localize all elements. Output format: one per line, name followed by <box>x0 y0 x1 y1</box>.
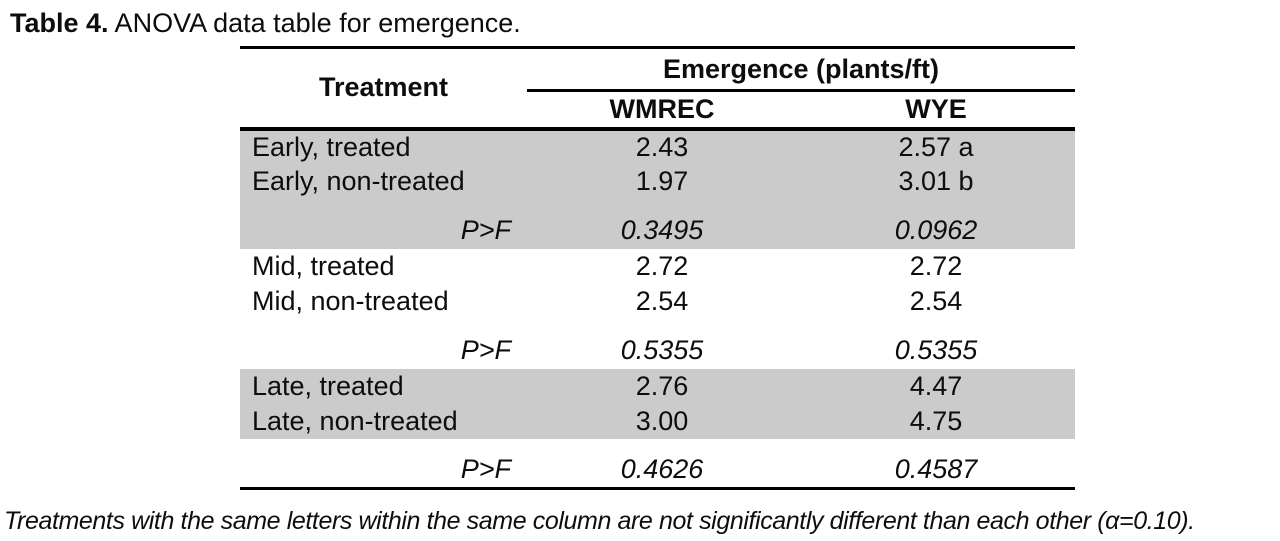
treatment-cell: Late, non-treated <box>240 403 527 439</box>
p-value-wmrec: 0.5355 <box>620 335 704 365</box>
table-caption-text: ANOVA data table for emergence. <box>108 8 521 38</box>
p-value-wye: 0.0962 <box>797 198 1075 249</box>
table-row: Late, non-treated 3.00 4.75 <box>240 403 1075 439</box>
treatment-cell: Early, treated <box>240 128 527 164</box>
wye-value: 2.54 <box>909 285 963 316</box>
p-label: P>F <box>240 198 527 249</box>
wmrec-value: 2.76 <box>527 368 797 404</box>
anova-table: Treatment Emergence (plants/ft) WMREC WY… <box>240 46 1075 490</box>
p-value-wye: 0.5355 <box>894 335 978 365</box>
emergence-span-header: Emergence (plants/ft) <box>527 47 1075 92</box>
p-value-wmrec: 0.4626 <box>620 454 704 485</box>
wmrec-value: 2.72 <box>635 250 689 281</box>
wye-value: 3.01 b <box>797 163 1075 199</box>
treatment-cell: Mid, treated <box>252 250 395 281</box>
p-value-wye: 0.4587 <box>894 454 978 485</box>
table-footnote: Treatments with the same letters within … <box>4 507 1195 535</box>
table-caption-label: Table 4. <box>10 8 109 38</box>
treatment-cell: Late, treated <box>240 368 527 404</box>
header-row-span: Treatment Emergence (plants/ft) <box>240 47 1075 131</box>
wmrec-value: 3.00 <box>527 403 797 439</box>
table-row: Early, treated 2.43 2.57 a <box>240 128 1075 164</box>
table-row: Early, non-treated 1.97 3.01 b <box>240 163 1075 199</box>
treatment-cell: Mid, non-treated <box>252 285 449 316</box>
p-label: P>F <box>460 335 511 365</box>
wye-value: 4.75 <box>797 403 1075 439</box>
p-label: P>F <box>460 454 511 485</box>
treatment-cell: Early, non-treated <box>240 163 527 199</box>
wye-value: 2.57 a <box>797 128 1075 164</box>
wmrec-value: 2.54 <box>635 285 689 316</box>
wmrec-value: 2.43 <box>527 128 797 164</box>
p-value-wmrec: 0.3495 <box>527 198 797 249</box>
p-value-row: P>F 0.5355 0.5355 <box>240 319 1075 369</box>
wye-value: 2.72 <box>909 250 963 281</box>
table-caption: Table 4. ANOVA data table for emergence. <box>10 6 521 40</box>
treatment-column-header: Treatment <box>240 47 527 131</box>
wye-value: 4.47 <box>797 368 1075 404</box>
table-row: Late, treated 2.76 4.47 <box>240 368 1075 404</box>
p-value-row: P>F 0.3495 0.0962 <box>240 198 1075 249</box>
table-header: Treatment Emergence (plants/ft) WMREC WY… <box>240 47 1075 131</box>
column-header-wye: WYE <box>797 90 1075 131</box>
wmrec-value: 1.97 <box>527 163 797 199</box>
header-row-sites: WMREC WYE <box>240 90 1075 131</box>
table-row: Mid, treated 2.72 2.72 <box>240 249 1075 284</box>
p-value-row: P>F 0.4626 0.4587 <box>240 439 1075 489</box>
table-row: Mid, non-treated 2.54 2.54 <box>240 284 1075 319</box>
column-header-wmrec: WMREC <box>527 90 797 131</box>
